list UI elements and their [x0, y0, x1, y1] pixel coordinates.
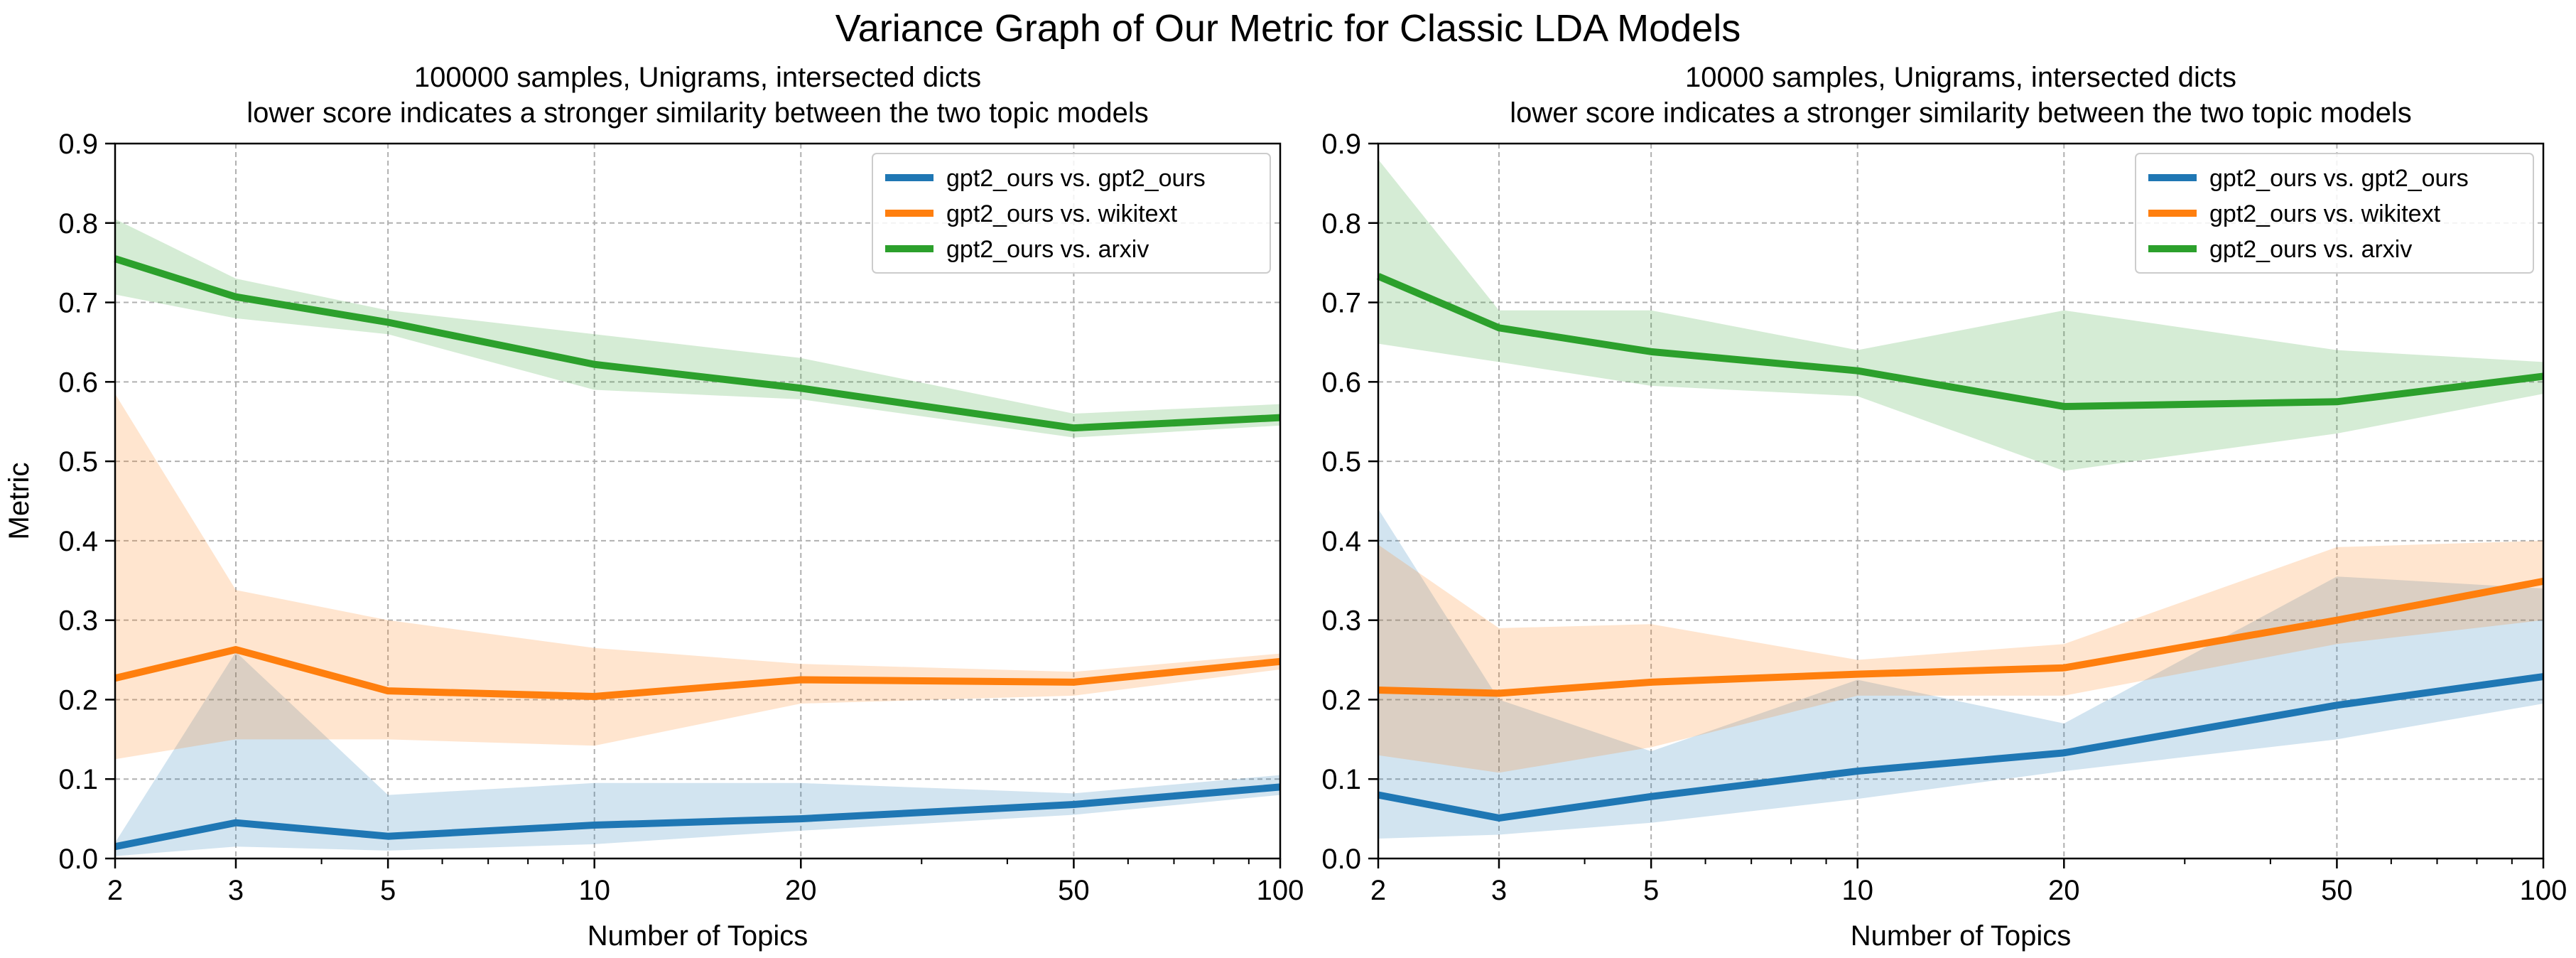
variance-band	[1378, 509, 2543, 839]
series-line	[114, 646, 1281, 700]
axes-frame	[114, 142, 1282, 860]
chart-title: 10000 samples, Unigrams, intersected dic…	[1685, 62, 2236, 93]
chart-title: 100000 samples, Unigrams, intersected di…	[414, 62, 981, 93]
x-tick-label: 20	[2048, 875, 2080, 906]
x-axis-label: Number of Topics	[1851, 920, 2072, 952]
legend: gpt2_ours vs. gpt2_ours gpt2_ours vs. wik…	[2135, 153, 2534, 274]
y-tick-label: 0.9	[1321, 129, 1361, 160]
y-tick-label: 0.5	[1321, 446, 1361, 478]
chart-subtitle: lower score indicates a stronger similar…	[247, 97, 1148, 129]
legend-box	[872, 153, 1271, 274]
legend-label: gpt2_ours vs. arxiv	[2209, 236, 2412, 263]
x-tick-label: 3	[1491, 875, 1507, 906]
y-tick-label: 0.0	[1321, 844, 1361, 875]
series-lines	[1377, 273, 2544, 822]
series-line	[114, 783, 1281, 851]
x-tick-label: 10	[1841, 875, 1873, 906]
x-tick-label: 50	[1058, 875, 1090, 906]
y-tick-label: 0.2	[58, 684, 98, 716]
variance-bands	[115, 219, 1280, 856]
x-tick-label: 20	[785, 875, 817, 906]
chart-right: 10000 samples, Unigrams, intersected dic…	[1321, 62, 2567, 952]
y-tick-label: 0.6	[58, 367, 98, 398]
y-tick-label: 0.6	[1321, 367, 1361, 398]
legend: gpt2_ours vs. gpt2_ours gpt2_ours vs. wik…	[872, 153, 1271, 274]
axes-frame	[1377, 142, 2545, 860]
y-tick-label: 0.0	[58, 844, 98, 875]
y-tick-label: 0.4	[58, 526, 98, 557]
series-lines	[114, 255, 1281, 851]
y-tick-label: 0.4	[1321, 526, 1361, 557]
y-axis-label: Metric	[4, 463, 35, 540]
variance-bands	[1378, 159, 2543, 839]
legend-label: gpt2_ours vs. gpt2_ours	[946, 165, 1206, 192]
series-line	[114, 255, 1281, 432]
x-tick-label: 10	[578, 875, 610, 906]
y-tick-label: 0.3	[58, 606, 98, 637]
y-tick-label: 0.8	[1321, 208, 1361, 239]
legend-label: gpt2_ours vs. wikitext	[2209, 200, 2441, 227]
y-tick-label: 0.2	[1321, 684, 1361, 716]
axis-ticks	[1368, 142, 2545, 868]
variance-band	[115, 652, 1280, 856]
x-tick-label: 5	[1643, 875, 1659, 906]
y-tick-label: 0.7	[58, 288, 98, 319]
y-tick-label: 0.3	[1321, 606, 1361, 637]
legend-label: gpt2_ours vs. gpt2_ours	[2209, 165, 2469, 192]
legend-label: gpt2_ours vs. arxiv	[946, 236, 1149, 263]
x-tick-label: 5	[380, 875, 396, 906]
figure-title: Variance Graph of Our Metric for Classic…	[835, 7, 1741, 50]
chart-subtitle: lower score indicates a stronger similar…	[1510, 97, 2411, 129]
variance-band	[1378, 159, 2543, 471]
y-tick-label: 0.1	[1321, 764, 1361, 795]
chart-left: 100000 samples, Unigrams, intersected di…	[4, 62, 1304, 952]
x-tick-label: 3	[228, 875, 244, 906]
y-tick-label: 0.5	[58, 446, 98, 478]
y-tick-label: 0.9	[58, 129, 98, 160]
axis-ticks	[105, 142, 1282, 868]
x-tick-label: 100	[1257, 875, 1304, 906]
x-axis-label: Number of Topics	[588, 920, 808, 952]
y-tick-label: 0.8	[58, 208, 98, 239]
x-tick-label: 50	[2321, 875, 2353, 906]
series-line	[1378, 673, 2544, 822]
series-line	[1377, 273, 2544, 410]
x-tick-label: 2	[1370, 875, 1386, 906]
variance-band	[115, 219, 1280, 438]
legend-box	[2135, 153, 2534, 274]
x-tick-label: 100	[2520, 875, 2567, 906]
variance-band	[1378, 540, 2543, 773]
y-tick-label: 0.7	[1321, 288, 1361, 319]
series-line	[1378, 577, 2544, 697]
y-tick-label: 0.1	[58, 764, 98, 795]
legend-label: gpt2_ours vs. wikitext	[946, 200, 1178, 227]
variance-band	[115, 394, 1280, 760]
x-tick-label: 2	[107, 875, 123, 906]
